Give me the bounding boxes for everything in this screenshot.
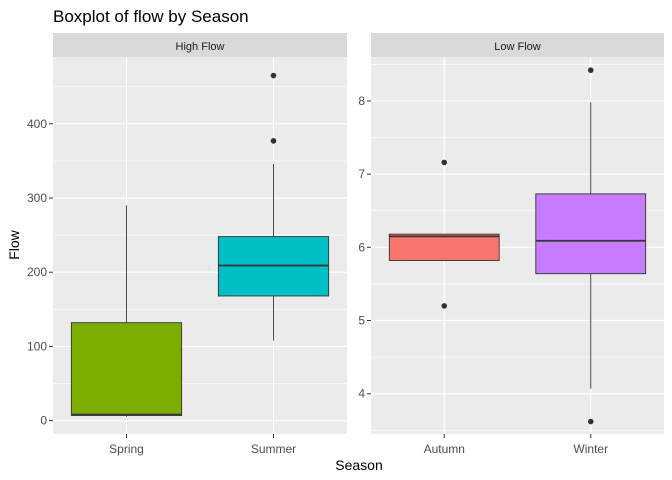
panel-low-flow: Low Flow 4 5 6 7 8 Autumn Winter (358, 33, 664, 456)
y-tick-label-low-flow: 5 (358, 314, 365, 328)
x-axis-high-flow: Spring Summer (109, 434, 296, 456)
outlier-point-summer (270, 138, 277, 144)
outlier-point-winter (587, 418, 594, 425)
x-tick-label-summer: Summer (251, 442, 296, 456)
strip-high-flow (53, 33, 347, 57)
box-winter (535, 193, 647, 275)
y-tick-label-low-flow: 4 (358, 387, 365, 401)
strip-low-flow (371, 33, 664, 57)
outlier-point-winter (587, 67, 594, 73)
y-tick-label-high-flow: 400 (27, 117, 47, 131)
box-spring (70, 322, 183, 416)
box-autumn (388, 233, 500, 261)
y-tick-label-high-flow: 100 (27, 339, 47, 353)
y-tick-label-high-flow: 300 (27, 191, 47, 205)
boxes-high-flow (70, 72, 330, 417)
y-tick-label-low-flow: 6 (358, 240, 365, 254)
x-axis-low-flow: Autumn Winter (424, 434, 608, 456)
y-axis-low-flow: 4 5 6 7 8 (358, 94, 371, 401)
chart-title: Boxplot of flow by Season (53, 7, 249, 26)
outlier-point-autumn (441, 159, 448, 166)
y-axis-high-flow: 0 100 200 300 400 (27, 117, 53, 428)
y-tick-label-high-flow: 200 (27, 265, 47, 279)
strip-label-high-flow: High Flow (176, 41, 225, 53)
y-tick-label-low-flow: 7 (358, 167, 365, 181)
boxes-low-flow (388, 67, 647, 425)
x-tick-label-autumn: Autumn (424, 442, 465, 456)
y-axis-title: Flow (6, 229, 22, 259)
y-tick-label-high-flow: 0 (40, 414, 47, 428)
outlier-point-summer (270, 72, 277, 79)
x-axis-title: Season (335, 457, 382, 473)
y-tick-label-low-flow: 8 (358, 94, 365, 108)
x-tick-label-winter: Winter (573, 442, 608, 456)
x-tick-label-spring: Spring (109, 442, 144, 456)
outlier-point-autumn (441, 303, 448, 309)
strip-label-low-flow: Low Flow (494, 41, 541, 53)
panel-high-flow: High Flow 0 100 200 300 400 Spring Summer (27, 33, 347, 456)
